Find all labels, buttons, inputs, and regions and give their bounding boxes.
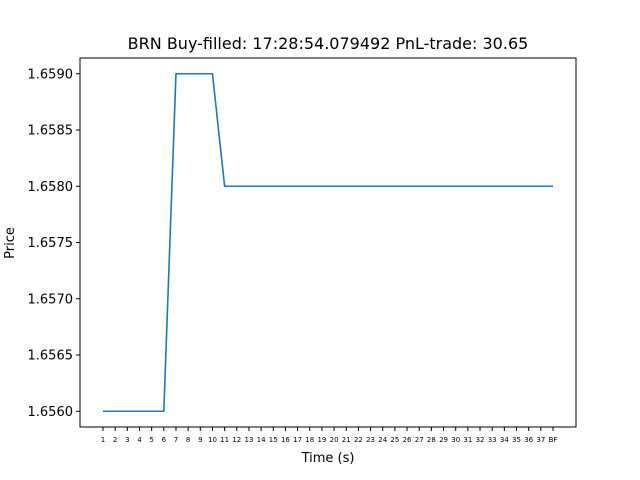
x-tick-label: BF xyxy=(549,436,558,444)
x-tick-label: 12 xyxy=(232,436,241,444)
price-series-line xyxy=(103,72,553,413)
x-tick-label: 2 xyxy=(113,436,117,444)
axes-frame xyxy=(79,57,577,428)
y-tick-label: 1.6560 xyxy=(28,405,74,420)
x-tick-label: 35 xyxy=(512,436,521,444)
x-tick-label: 28 xyxy=(427,436,436,444)
x-tick-label: 4 xyxy=(137,436,142,444)
x-tick-label: 10 xyxy=(208,436,217,444)
x-tick-label: 21 xyxy=(342,436,351,444)
x-tick-label: 6 xyxy=(162,436,167,444)
x-tick-label: 36 xyxy=(524,436,533,444)
x-tick-label: 14 xyxy=(257,436,266,444)
x-tick-label: 15 xyxy=(269,436,278,444)
y-tick-label: 1.6565 xyxy=(28,349,74,364)
x-tick-label: 8 xyxy=(186,436,190,444)
x-tick-label: 25 xyxy=(390,436,399,444)
y-tick-label: 1.6585 xyxy=(28,124,74,139)
y-axis: 1.6560 1.6565 1.6570 1.6575 1.6580 1.6585 1.65… xyxy=(28,67,80,420)
x-tick-label: 9 xyxy=(198,436,202,444)
y-tick-label: 1.6570 xyxy=(28,292,74,307)
x-tick-label: 22 xyxy=(354,436,363,444)
x-tick-label: 24 xyxy=(378,436,387,444)
x-axis: 1 2 3 4 5 6 7 8 9 10 11 12 13 14 15 16 17 18 19 20 21 22 23 24 2… xyxy=(101,427,558,444)
chart-title: BRN Buy-filled: 17:28:54.079492 PnL-trad… xyxy=(128,34,529,53)
x-tick-label: 19 xyxy=(317,436,326,444)
x-tick-label: 33 xyxy=(488,436,497,444)
x-tick-label: 13 xyxy=(244,436,253,444)
x-tick-label: 32 xyxy=(476,436,485,444)
x-tick-label: 16 xyxy=(281,436,290,444)
x-tick-label: 29 xyxy=(439,436,448,444)
x-tick-label: 34 xyxy=(500,436,509,444)
x-tick-label: 17 xyxy=(293,436,302,444)
x-tick-label: 1 xyxy=(101,436,105,444)
x-tick-label: 18 xyxy=(305,436,314,444)
x-tick-label: 23 xyxy=(366,436,375,444)
x-tick-label: 3 xyxy=(125,436,129,444)
y-tick-label: 1.6580 xyxy=(28,180,74,195)
x-axis-label: Time (s) xyxy=(301,451,355,466)
x-tick-label: 7 xyxy=(174,436,178,444)
x-tick-label: 20 xyxy=(330,436,339,444)
x-tick-label: 26 xyxy=(403,436,412,444)
x-tick-label: 27 xyxy=(415,436,424,444)
series-layer xyxy=(103,72,553,413)
y-tick-label: 1.6575 xyxy=(28,236,74,251)
y-tick-label: 1.6590 xyxy=(28,67,74,82)
x-tick-label: 30 xyxy=(451,436,460,444)
x-tick-label: 5 xyxy=(149,436,153,444)
x-tick-label: 31 xyxy=(463,436,472,444)
y-axis-label: Price xyxy=(3,227,18,259)
x-tick-label: 37 xyxy=(536,436,545,444)
x-tick-label: 11 xyxy=(220,436,229,444)
